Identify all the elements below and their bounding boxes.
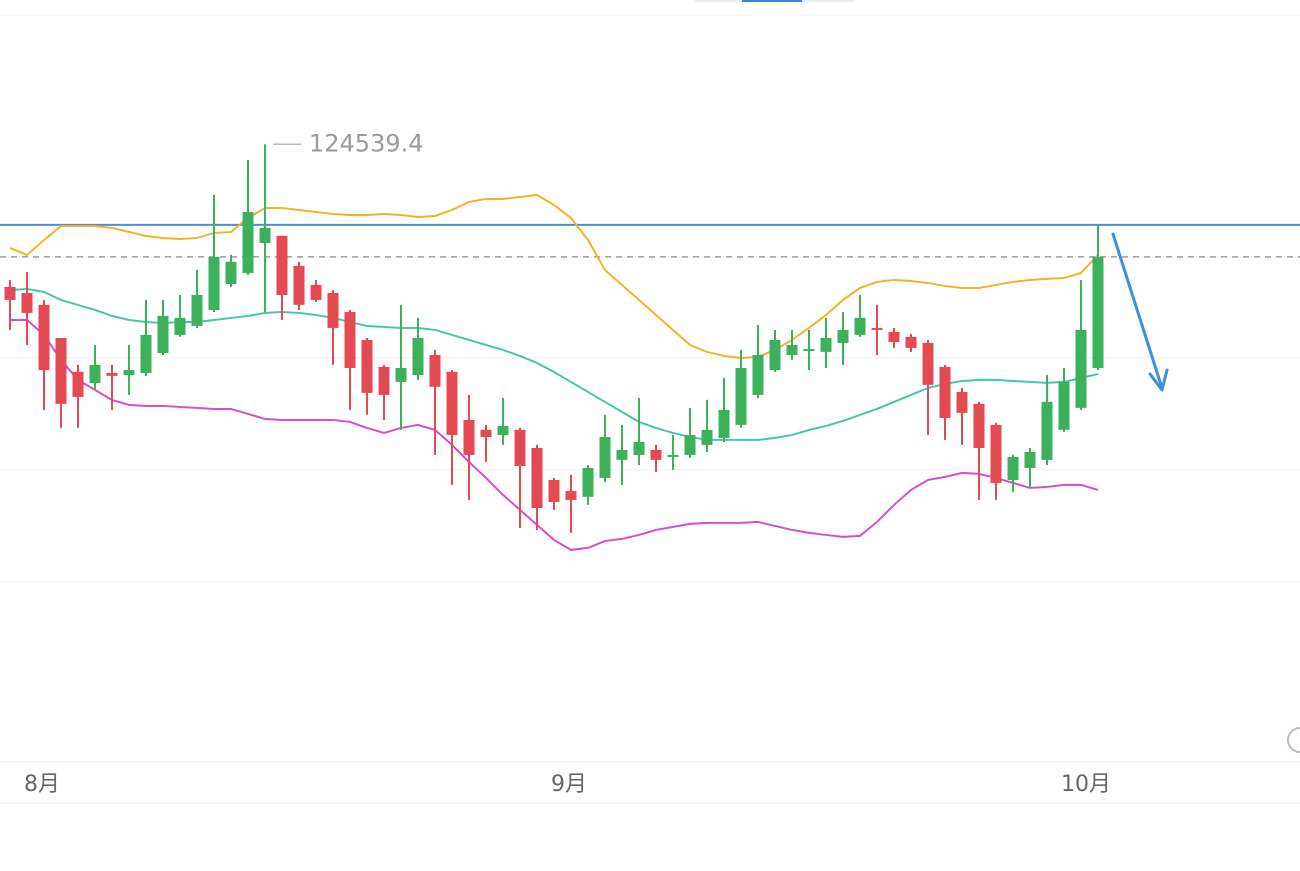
candle-body — [361, 340, 373, 393]
candle-body — [1007, 456, 1019, 481]
candle-body — [803, 348, 815, 351]
candle-body — [718, 409, 730, 438]
top-tab-indicator — [742, 0, 802, 2]
candle-body — [310, 284, 322, 300]
candle-body — [191, 294, 203, 326]
candle-body — [55, 338, 67, 404]
candle-body — [684, 434, 696, 455]
candle-body — [72, 371, 84, 397]
candle-body — [514, 429, 526, 466]
band-line — [9, 287, 1099, 441]
candle-body — [922, 342, 934, 385]
candle-body — [378, 366, 390, 395]
annotation-text: 124539.4 — [309, 129, 424, 157]
candle-body — [344, 312, 356, 369]
candle-body — [21, 292, 33, 313]
candle-body — [4, 286, 16, 300]
candle-body — [888, 331, 900, 343]
candle-body — [1092, 256, 1104, 369]
plot-area: 124539.4 — [0, 129, 1300, 551]
candle-body — [106, 372, 118, 376]
candle-body — [242, 211, 254, 274]
candle-body — [531, 447, 543, 509]
candle-body — [89, 364, 101, 384]
candle-body — [1058, 381, 1070, 430]
candle-body — [1024, 452, 1036, 468]
candle-body — [327, 292, 339, 328]
candle-body — [786, 344, 798, 356]
candle-body — [854, 317, 866, 335]
candle-body — [701, 429, 713, 445]
candle-body — [293, 265, 305, 305]
candle-body — [174, 317, 186, 335]
candle-body — [837, 329, 849, 343]
candle-body — [616, 449, 628, 460]
candle-body — [497, 426, 509, 435]
candle-body — [140, 334, 152, 373]
candle-body — [752, 355, 764, 395]
candle-body — [412, 338, 424, 375]
candle-body — [769, 340, 781, 371]
x-tick-label: 9月 — [551, 772, 587, 797]
candle-body — [633, 441, 645, 455]
candle-body — [939, 366, 951, 418]
candle-body — [1041, 401, 1053, 460]
candle-body — [973, 403, 985, 448]
candle-body — [1075, 329, 1087, 408]
candle-body — [225, 261, 237, 285]
candle-body — [905, 336, 917, 348]
candle-body — [820, 338, 832, 352]
candle-body — [157, 315, 169, 354]
candle-body — [735, 368, 747, 425]
candle-body — [208, 256, 220, 311]
candle-body — [446, 371, 458, 435]
candle-body — [38, 304, 50, 371]
candle-body — [667, 454, 679, 457]
candle-body — [259, 228, 271, 244]
candle-body — [429, 355, 441, 387]
candle-body — [650, 449, 662, 460]
candle-body — [463, 419, 475, 455]
x-tick-label: 10月 — [1061, 772, 1111, 797]
candle-body — [871, 327, 883, 330]
candle-body — [123, 370, 135, 375]
band-line — [10, 318, 1099, 551]
arrow-shaft — [1111, 232, 1164, 390]
candle-body — [990, 424, 1002, 483]
band-line — [9, 193, 1099, 359]
candle-body — [480, 429, 492, 438]
arrow-head — [1148, 368, 1169, 392]
candle-body — [582, 467, 594, 497]
candle-body — [548, 480, 560, 502]
candle-body — [956, 391, 968, 413]
candle-body — [395, 368, 407, 382]
candle-body — [565, 490, 577, 500]
candle-body — [599, 437, 611, 478]
candle-body — [276, 235, 288, 295]
x-tick-label: 8月 — [24, 772, 60, 797]
edge-button — [1287, 727, 1300, 753]
